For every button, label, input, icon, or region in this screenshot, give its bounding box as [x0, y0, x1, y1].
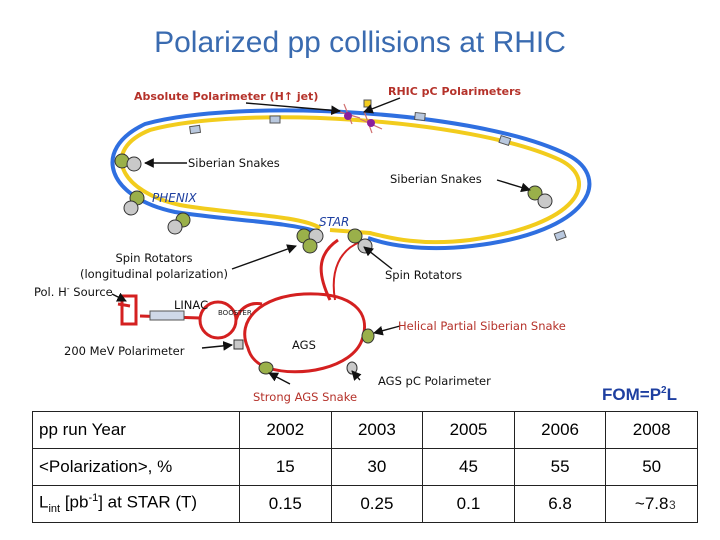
- ags-helical-snake: [361, 328, 375, 344]
- page-number: 3: [669, 498, 676, 512]
- year-cell: 2006: [513, 411, 607, 449]
- ags-pc-polarimeter-element: [346, 361, 358, 375]
- polarized-source: [117, 294, 138, 326]
- ags-pc-polarimeter-label: AGS pC Polarimeter: [378, 374, 491, 388]
- linac: [139, 310, 201, 321]
- polarization-cell: 30: [330, 448, 424, 486]
- ags-label: AGS: [292, 338, 316, 352]
- year-cell: 2008: [605, 411, 698, 449]
- star-rotators: [296, 228, 373, 254]
- siberian-snakes-right-label: Siberian Snakes: [390, 172, 482, 186]
- mev-polarimeter-label: 200 MeV Polarimeter: [64, 344, 185, 358]
- table-row-luminosity: Lint [pb-1] at STAR (T) 0.15 0.25 0.1 6.…: [32, 485, 698, 523]
- mev-polarimeter-element: [233, 339, 244, 350]
- rhic-ring-blue: [110, 108, 592, 251]
- luminosity-cell: ~7.8: [605, 485, 698, 523]
- luminosity-row-header: Lint [pb-1] at STAR (T): [32, 485, 240, 523]
- star-label: STAR: [319, 215, 349, 229]
- siberian-snakes-left-label: Siberian Snakes: [188, 156, 280, 170]
- siberian-snake-left: [114, 153, 142, 172]
- luminosity-cell: 0.15: [239, 485, 332, 523]
- strong-ags-snake-label: Strong AGS Snake: [253, 390, 357, 404]
- fom-label: FOM=P2L: [602, 385, 677, 404]
- year-cell: 2005: [422, 411, 515, 449]
- linac-label: LINAC: [174, 298, 208, 312]
- phenix-label: PHENIX: [152, 191, 197, 205]
- arrow-up-icon: ↑: [284, 90, 293, 103]
- booster-label: BOOSTER: [218, 309, 252, 317]
- ags-strong-snake: [258, 361, 274, 375]
- phenix-rotators: [123, 190, 191, 235]
- table-row-polarization: <Polarization>, % 15 30 45 55 50: [32, 448, 698, 486]
- siberian-snake-right: [527, 185, 553, 209]
- jet-polarimeter: [339, 103, 361, 125]
- pc-polarimeter: [359, 99, 383, 134]
- year-row-header: pp run Year: [32, 411, 240, 449]
- year-cell: 2003: [330, 411, 424, 449]
- annotation-arrows: [111, 97, 531, 385]
- booster-ring: [198, 300, 263, 340]
- luminosity-cell: 0.1: [422, 485, 515, 523]
- polarization-cell: 15: [239, 448, 332, 486]
- polarization-row-header: <Polarization>, %: [32, 448, 240, 486]
- polarization-cell: 45: [422, 448, 515, 486]
- spin-rotators-right-label: Spin Rotators: [385, 268, 462, 282]
- transfer-line: [319, 238, 361, 301]
- rhic-diagram: Absolute Polarimeter (H↑ jet) RHIC pC Po…: [34, 85, 677, 404]
- table-row-year: pp run Year 2002 2003 2005 2006 2008: [32, 411, 698, 449]
- polarization-cell: 55: [513, 448, 607, 486]
- ring-magnet-boxes: [189, 111, 567, 242]
- ags-ring: [243, 292, 366, 374]
- spin-rotators-left-label: Spin Rotators: [115, 251, 192, 265]
- slide-title: Polarized pp collisions at RHIC: [154, 26, 566, 59]
- polarization-cell: 50: [605, 448, 698, 486]
- absolute-polarimeter-label: Absolute Polarimeter (H↑ jet): [134, 90, 318, 103]
- helical-snake-label: Helical Partial Siberian Snake: [398, 319, 566, 333]
- pol-h-source-label: Pol. H- Source: [34, 284, 113, 299]
- spin-rotators-left-sublabel: (longitudinal polarization): [80, 267, 228, 281]
- year-cell: 2002: [239, 411, 332, 449]
- run-parameters-table: pp run Year 2002 2003 2005 2006 2008 <Po…: [32, 411, 698, 523]
- rhic-ring-yellow: [119, 115, 581, 245]
- rhic-pc-polarimeters-label: RHIC pC Polarimeters: [388, 85, 522, 98]
- luminosity-cell: 0.25: [330, 485, 424, 523]
- luminosity-cell: 6.8: [513, 485, 607, 523]
